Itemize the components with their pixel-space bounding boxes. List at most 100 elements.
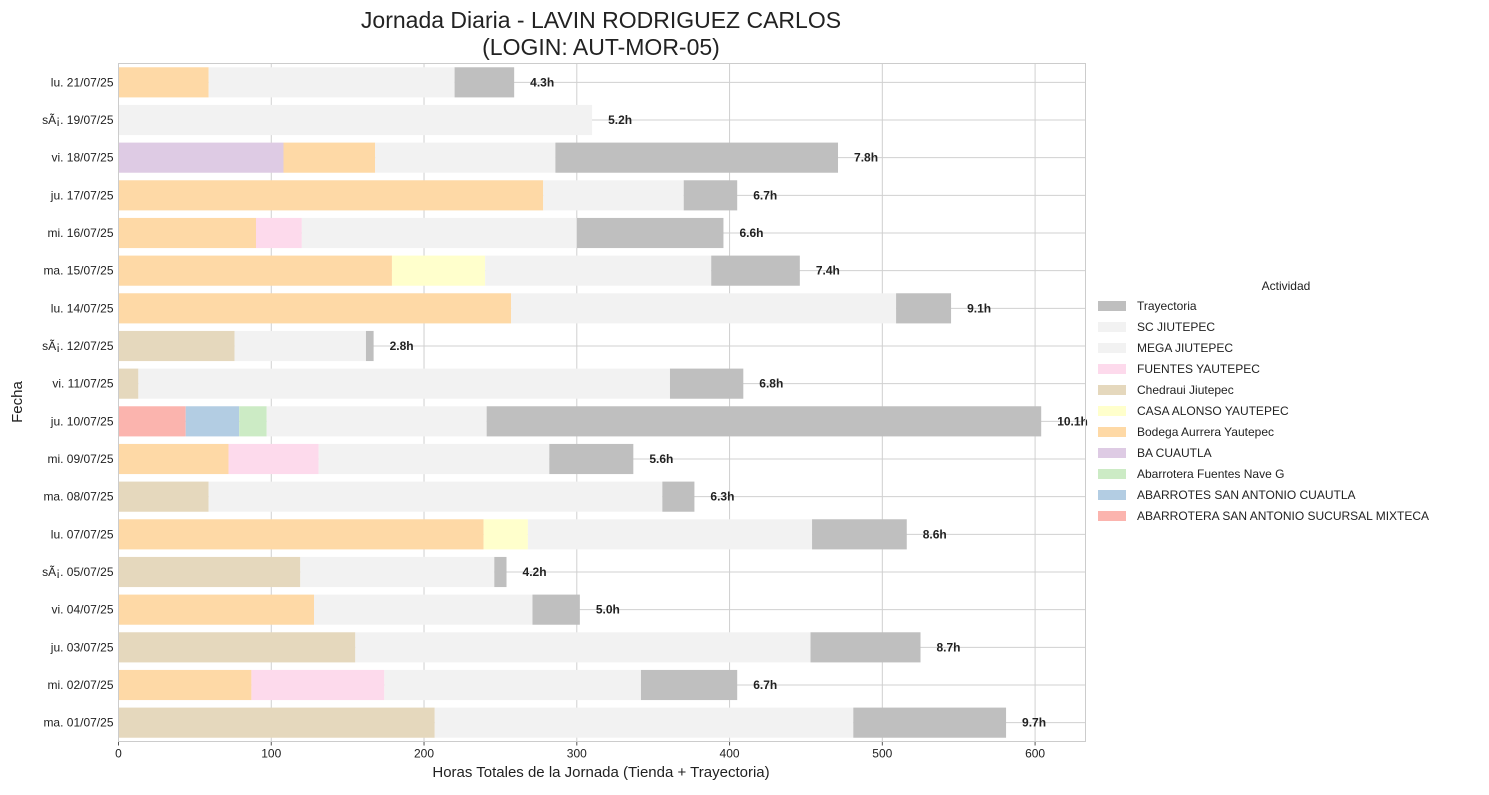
bar-segment [662,481,695,512]
y-tick-label: mi. 09/07/25 [47,452,113,466]
bar-segment [318,443,550,475]
legend-entry: MEGA JIUTEPEC [1137,341,1233,355]
x-tick-label: 400 [720,747,740,761]
bar-segment [185,406,240,437]
legend-entry: ABARROTERA SAN ANTONIO SUCURSAL MIXTECA [1137,509,1429,523]
bar-segment [208,481,663,512]
bar-segment [486,406,1042,437]
bar-total-label: 9.7h [1022,716,1046,730]
bar-segment [118,632,356,663]
x-tick-label: 500 [872,747,892,761]
bar-segment [118,481,209,512]
x-axis-label: Horas Totales de la Jornada (Tienda + Tr… [432,764,769,781]
bar-total-label: 2.8h [390,339,414,353]
bar-segment [454,67,515,98]
bar-total-label: 8.7h [937,640,961,654]
legend-swatch [1098,385,1126,395]
bar-segment [118,217,256,249]
legend-swatch [1098,406,1126,416]
legend-entry: Chedraui Jiutepec [1137,383,1234,397]
chart-title: Jornada Diaria - LAVIN RODRIGUEZ CARLOS [361,7,841,33]
bar-segment [283,142,376,173]
bar-segment [384,669,641,701]
bar-segment [118,330,235,362]
bar-segment [483,519,528,550]
bar-segment [355,632,811,663]
y-tick-label: ju. 17/07/25 [50,188,114,202]
bar-segment [375,142,556,173]
bar-segment [118,519,484,550]
legend-entry: SC JIUTEPEC [1137,320,1215,334]
bar-segment [810,632,921,663]
bar-segment [239,406,267,437]
bar-segment [118,669,252,701]
y-tick-label: ma. 08/07/25 [43,490,113,504]
plot-frame [118,63,1086,742]
y-tick-label: lu. 21/07/25 [51,75,114,89]
bar-segment [812,519,907,550]
bar-total-label: 8.6h [923,527,947,541]
bar-segment [549,443,634,475]
bar-total-label: 7.4h [816,264,840,278]
y-tick-label: lu. 07/07/25 [51,527,114,541]
y-tick-label: vi. 11/07/25 [52,377,113,391]
y-tick-label: sÃ¡. 05/07/25 [42,565,114,579]
bar-segment [391,255,486,286]
bar-segment [118,556,301,588]
bar-segment [527,519,813,550]
bar-segment [118,67,209,98]
bar-segment [251,669,385,701]
legend-swatch [1098,448,1126,458]
x-tick-label: 100 [261,747,281,761]
y-tick-label: vi. 04/07/25 [51,603,113,617]
y-tick-label: ma. 01/07/25 [43,716,113,730]
bar-segment [711,255,800,286]
legend-entry: Abarrotera Fuentes Nave G [1137,467,1284,481]
legend-swatch [1098,490,1126,500]
bar-total-label: 6.6h [739,226,763,240]
y-tick-label: sÃ¡. 19/07/25 [42,113,114,127]
bar-segment [640,669,738,701]
bar-total-label: 5.6h [649,452,673,466]
bar-segment [118,255,392,286]
legend-entry: FUENTES YAUTEPEC [1137,362,1260,376]
legend-swatch [1098,511,1126,521]
y-tick-label: ju. 10/07/25 [50,414,114,428]
x-tick-label: 600 [1025,747,1045,761]
bar-total-label: 9.1h [967,301,991,315]
legend-entry: BA CUAUTLA [1137,446,1212,460]
bar-total-label: 6.7h [753,678,777,692]
legend-swatch [1098,364,1126,374]
bar-total-label: 5.0h [596,603,620,617]
bar-segment [118,406,186,437]
bar-total-label: 6.3h [710,490,734,504]
legend-entry: Trayectoria [1137,299,1197,313]
y-axis-label: Fecha [9,381,26,423]
y-tick-label: sÃ¡. 12/07/25 [42,339,114,353]
y-tick-label: ma. 15/07/25 [43,264,113,278]
bar-total-label: 7.8h [854,151,878,165]
bar-segment [300,556,495,588]
legend-swatch [1098,301,1126,311]
bar-segment [255,217,302,249]
bar-segment [301,217,577,249]
bar-segment [266,406,487,437]
bar-segment [208,67,455,98]
bar-segment [118,707,435,738]
bar-segment [485,255,712,286]
bar-segment [228,443,319,475]
bar-segment [532,594,580,625]
bar-segment [138,368,670,399]
bar-segment [543,180,684,211]
bar-total-label: 6.7h [753,188,777,202]
legend-entry: Bodega Aurrera Yautepec [1137,425,1274,439]
x-tick-label: 300 [567,747,587,761]
bar-segment [896,293,952,324]
bar-total-label: 10.1h [1057,414,1088,428]
bar-segment [853,707,1007,738]
bar-segment [434,707,854,738]
bar-segment [511,293,897,324]
bar-total-label: 6.8h [759,377,783,391]
